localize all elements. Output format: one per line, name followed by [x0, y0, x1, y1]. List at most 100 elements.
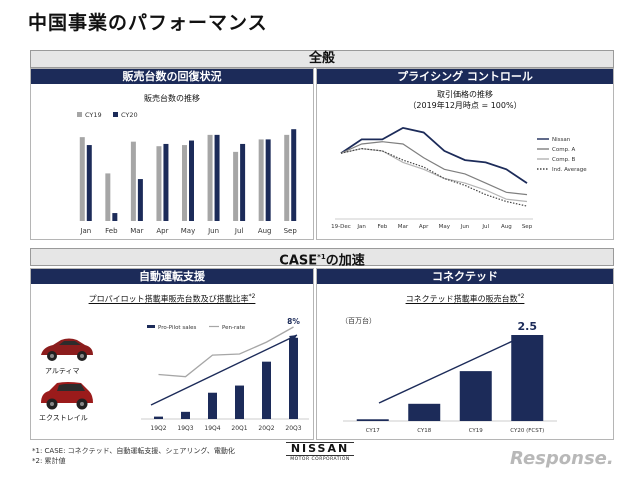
x-tick-label: CY19	[469, 428, 484, 434]
legend-label-2: Comp. B	[552, 157, 576, 163]
bar-cy20-aug	[265, 139, 271, 221]
x-tick-label: Mar	[130, 227, 143, 235]
sales-panel: 販売台数の回復状況 販売台数の推移 Jan Feb Mar Apr May Jun Jul A…	[30, 68, 314, 240]
connected-panel-header: コネクテッド	[317, 269, 613, 284]
footnote-1: *1: CASE: コネクテッド、自動運転支援、シェアリング、電動化	[32, 447, 235, 455]
legend-label-3: Ind. Average	[552, 167, 587, 173]
x-tick-label: Jun	[460, 224, 470, 230]
propilot-subtitle-sup: *2	[248, 293, 256, 300]
section2-suffix: の加速	[325, 253, 365, 269]
legend-label-propilot: Pro-Pilot sales	[158, 325, 196, 331]
legend-label-cy19: CY19	[85, 111, 102, 119]
bar-propilot-19q4	[208, 392, 217, 419]
bar-propilot-19q2	[154, 416, 163, 419]
x-tick-label: May	[181, 227, 195, 235]
pricing-panel-header: プライシング コントロール	[317, 69, 613, 84]
propilot-subtitle: プロパイロット搭載車販売台数及び搭載比率*2	[31, 293, 313, 305]
propilot-subtitle-text: プロパイロット搭載車販売台数及び搭載比率	[88, 294, 249, 304]
bar-cy19-jan	[79, 137, 85, 221]
legend-swatch-cy20	[113, 112, 118, 117]
pricing-chart: 19-Dec Jan Feb Mar Apr May Jun Jul Aug Sep Nissan C…	[331, 126, 587, 230]
section2-sup: *1	[317, 253, 326, 261]
bar-cy20-apr	[163, 143, 169, 221]
bar-cy20-feb	[112, 213, 118, 221]
trend-arrow-head	[514, 336, 523, 343]
bar-cy19-aug	[258, 139, 264, 221]
bar-propilot-20q2	[262, 361, 271, 419]
bar-cy19-mar	[130, 141, 136, 221]
x-tick-label: CY17	[366, 428, 381, 434]
bar-propilot-19q3	[181, 411, 190, 419]
pricing-panel: プライシング コントロール 取引価格の推移 （2019年12月時点 = 100%…	[316, 68, 614, 240]
x-tick-label: Jun	[207, 227, 219, 235]
x-tick-label: Aug	[258, 227, 272, 235]
bar-connected-cy20-fcst	[511, 335, 544, 421]
x-tick-label: Mar	[398, 224, 409, 230]
legend-label-1: Comp. A	[552, 147, 576, 153]
x-tick-label: 19Q4	[204, 425, 220, 432]
connected-subtitle: コネクテッド搭載車の販売台数*2	[317, 293, 613, 305]
x-tick-label: 19Q3	[177, 425, 193, 432]
pen-rate-annotation: 8%	[287, 317, 300, 326]
line-pen-rate	[158, 326, 294, 378]
propilot-panel-header: 自動運転支援	[31, 269, 313, 284]
altima-car-image	[41, 338, 93, 361]
line-comp-a	[340, 141, 528, 196]
pricing-subtitle-note: （2019年12月時点 = 100%）	[408, 101, 522, 110]
connected-subtitle-sup: *2	[517, 293, 525, 300]
bar-cy19-apr	[156, 146, 162, 221]
unit-label: （百万台）	[341, 316, 376, 325]
line-nissan	[340, 126, 528, 184]
x-tick-label: 19-Dec	[331, 224, 351, 230]
nissan-logo: NISSAN MOTOR CORPORATION	[286, 442, 354, 462]
propilot-panel: 自動運転支援 プロパイロット搭載車販売台数及び搭載比率*2 アルティマ エクスト…	[30, 268, 314, 440]
connected-subtitle-text: コネクテッド搭載車の販売台数	[405, 294, 518, 304]
connected-chart: （百万台） CY17 CY18 CY19 CY20 (FCST) 2.5	[341, 316, 557, 434]
bar-cy20-jan	[86, 145, 92, 221]
section-header-case: CASE*1の加速	[30, 248, 614, 269]
x-tick-label: Jan	[356, 224, 366, 230]
bar-connected-cy17	[356, 419, 389, 421]
section2-label: CASE	[279, 253, 318, 269]
bar-cy20-jun	[214, 134, 220, 221]
value-annotation: 2.5	[518, 320, 538, 333]
sales-chart: Jan Feb Mar Apr May Jun Jul Aug Sep CY19 CY20	[77, 111, 298, 235]
x-tick-label: Aug	[501, 224, 512, 230]
bar-propilot-20q1	[235, 385, 244, 419]
x-tick-label: CY20 (FCST)	[510, 428, 544, 434]
response-watermark: Response.	[510, 448, 614, 469]
legend-swatch-propilot	[147, 325, 155, 328]
x-tick-label: 20Q1	[231, 425, 247, 432]
legend-swatch-cy19	[77, 112, 82, 117]
x-tick-label: Apr	[156, 227, 168, 235]
x-tick-label: 19Q2	[150, 425, 166, 432]
x-tick-label: Jan	[79, 227, 91, 235]
x-tick-label: Feb	[377, 224, 387, 230]
section-header-general: 全般	[30, 50, 614, 68]
x-tick-label: May	[439, 224, 451, 230]
legend-label-cy20: CY20	[121, 111, 138, 119]
bar-connected-cy19	[459, 371, 492, 421]
sales-panel-header: 販売台数の回復状況	[31, 69, 313, 84]
bar-cy20-may	[189, 140, 194, 221]
logo-sub: MOTOR CORPORATION	[290, 457, 350, 462]
legend-label-pen-rate: Pen-rate	[222, 325, 246, 331]
trend-arrow-line	[150, 334, 298, 406]
pricing-subtitle: 取引価格の推移	[437, 90, 493, 99]
x-tick-label: Sep	[522, 224, 533, 230]
bar-cy20-mar	[137, 179, 143, 221]
x-tick-label: CY18	[417, 428, 432, 434]
connected-panel: コネクテッド コネクテッド搭載車の販売台数*2 （百万台） CY17 CY18 CY1…	[316, 268, 614, 440]
xtrail-car-image	[41, 382, 93, 410]
x-tick-label: Feb	[105, 227, 118, 235]
footnote-2: *2: 累計値	[32, 457, 66, 465]
bar-cy20-jul	[240, 143, 246, 221]
bar-cy19-feb	[105, 173, 111, 221]
x-tick-label: Jul	[481, 224, 489, 230]
x-tick-label: Apr	[419, 224, 429, 230]
trend-arrow-head	[289, 335, 297, 342]
x-tick-label: Sep	[284, 227, 298, 235]
x-tick-label: Jul	[234, 227, 244, 235]
page-title: 中国事業のパフォーマンス	[28, 12, 268, 34]
bar-propilot-20q3	[289, 337, 298, 419]
